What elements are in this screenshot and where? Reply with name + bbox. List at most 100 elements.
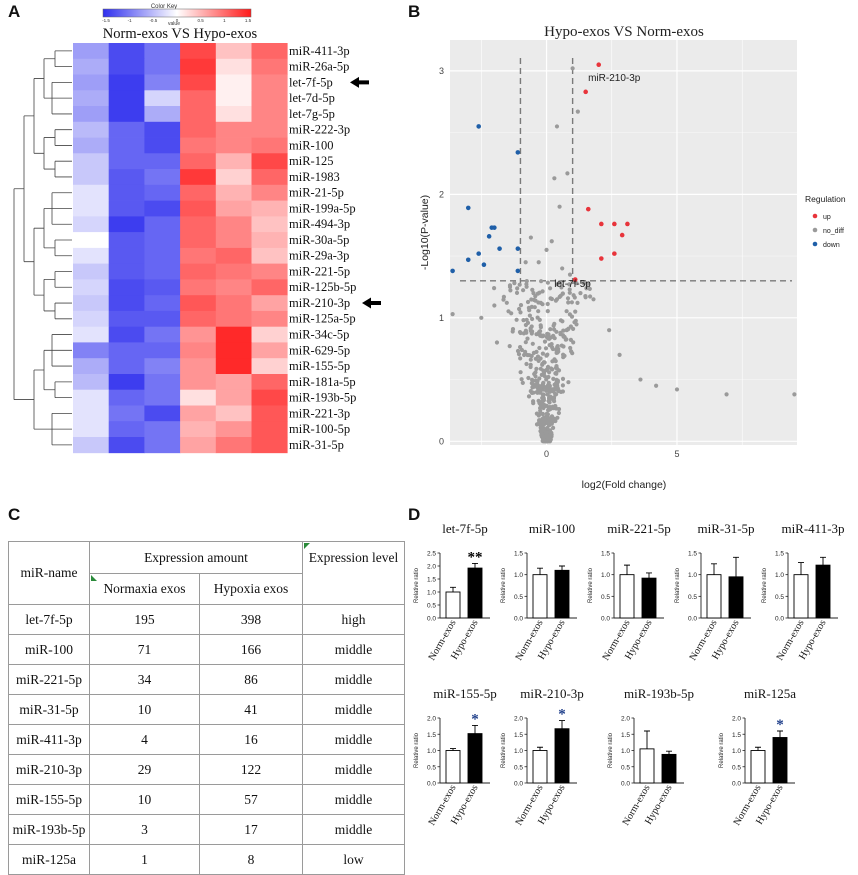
point-no-diff (540, 392, 545, 397)
error-bar (450, 748, 456, 751)
point-no-diff (558, 318, 563, 323)
y-axis-label: Relative ratio (675, 567, 681, 603)
table-cell-level: low (302, 844, 405, 875)
point-no-diff (525, 336, 530, 341)
x-tick-label: 0 (544, 449, 549, 459)
point-no-diff (549, 342, 554, 347)
heatmap-cell (215, 358, 252, 375)
point-no-diff (552, 321, 557, 326)
point-down (476, 124, 481, 129)
col-header-group: Expression amount (89, 541, 303, 574)
heatmap-cell (251, 216, 288, 233)
dendrogram-branch (43, 58, 55, 99)
heatmap-cell (73, 405, 110, 422)
bar (554, 728, 570, 784)
point-no-diff (528, 235, 533, 240)
point-no-diff (530, 329, 535, 334)
heatmap-cell (180, 216, 217, 233)
point-no-diff (551, 376, 556, 381)
bar (554, 569, 570, 619)
y-tick-label: 0.0 (427, 781, 436, 788)
point-no-diff (569, 349, 574, 354)
point-up (585, 206, 591, 212)
y-tick-label: 0.0 (601, 616, 610, 623)
heatmap-cell (215, 74, 252, 91)
point-no-diff (549, 421, 554, 426)
point-no-diff (584, 286, 589, 291)
heatmap-row-label: miR-494-3p (289, 217, 350, 231)
point-no-diff (559, 283, 564, 288)
point-no-diff (539, 411, 544, 416)
heatmap-cell (215, 326, 252, 343)
y-tick-label: 0.5 (775, 594, 784, 601)
cell-marker-icon (91, 575, 97, 581)
heatmap-cell (108, 153, 145, 170)
point-no-diff (550, 345, 555, 350)
point-no-diff (554, 347, 559, 352)
color-key-tick: 1.5 (245, 18, 252, 23)
y-axis-label: Relative ratio (762, 567, 768, 603)
error-bar (755, 746, 761, 751)
heatmap-cell (108, 43, 145, 60)
heatmap-cell (215, 263, 252, 280)
color-key-tick: -1 (128, 18, 132, 23)
table-cell-normoxia: 4 (89, 724, 200, 755)
point-no-diff (617, 352, 622, 357)
heatmap-cell (251, 342, 288, 359)
point-no-diff (518, 370, 523, 375)
point-no-diff (530, 341, 535, 346)
point-no-diff (567, 272, 573, 277)
col-header-normoxia: Normaxia exos (89, 573, 200, 605)
heatmap-cell (180, 106, 217, 123)
heatmap-cell (251, 389, 288, 406)
point-no-diff (533, 374, 538, 379)
heatmap-cell (144, 232, 181, 249)
heatmap-cell (251, 421, 288, 438)
table-row: miR-210-3p 29 122 middle (8, 754, 405, 785)
point-no-diff (534, 349, 539, 354)
col-header-name: miR-name (8, 541, 90, 605)
y-tick-label: 0.5 (427, 603, 436, 610)
heatmap-row-label: miR-155-5p (289, 359, 350, 373)
table-row: miR-155-5p 10 57 middle (8, 784, 405, 815)
point-no-diff (553, 386, 558, 391)
legend-marker (812, 241, 818, 247)
heatmap-cell (108, 358, 145, 375)
heatmap-row-label: miR-100 (289, 138, 333, 152)
point-no-diff (554, 329, 559, 334)
heatmap-figure: Color Key -1.5 -1 -0.5 0 0.5 1 1.5 value Norm-… (13, 4, 381, 454)
panel-letter-b: B (408, 2, 421, 21)
point-no-diff (573, 318, 578, 323)
heatmap-cell (108, 232, 145, 249)
point-no-diff (514, 290, 520, 295)
heatmap-cell (108, 137, 145, 154)
point-no-diff (638, 377, 643, 382)
legend-label: no_diff (823, 228, 844, 235)
bar (750, 750, 766, 784)
point-no-diff (525, 352, 530, 358)
heatmap-cell (251, 137, 288, 154)
chart-title: miR-100 (529, 521, 575, 536)
heatmap-cell (144, 106, 181, 123)
point-no-diff (527, 308, 532, 313)
heatmap-cell (73, 169, 110, 186)
heatmap-row-label: miR-26a-5p (289, 60, 349, 74)
bar (728, 576, 744, 619)
y-tick-label: 0.0 (427, 616, 436, 623)
point-no-diff (531, 401, 536, 406)
bar (793, 574, 809, 619)
error-bar (537, 567, 543, 575)
heatmap-cell (73, 295, 110, 312)
heatmap-cell (180, 58, 217, 75)
point-no-diff (792, 392, 797, 397)
heatmap-row-label: miR-125a-5p (289, 312, 356, 326)
dendrogram-branch (43, 349, 55, 391)
point-up (572, 277, 578, 282)
point-no-diff (542, 403, 547, 408)
heatmap-row-label: miR-1983 (289, 170, 340, 184)
heatmap-row-label: let-7d-5p (289, 91, 335, 105)
y-axis-label: Relative ratio (414, 567, 420, 603)
heatmap-cell (144, 169, 181, 186)
